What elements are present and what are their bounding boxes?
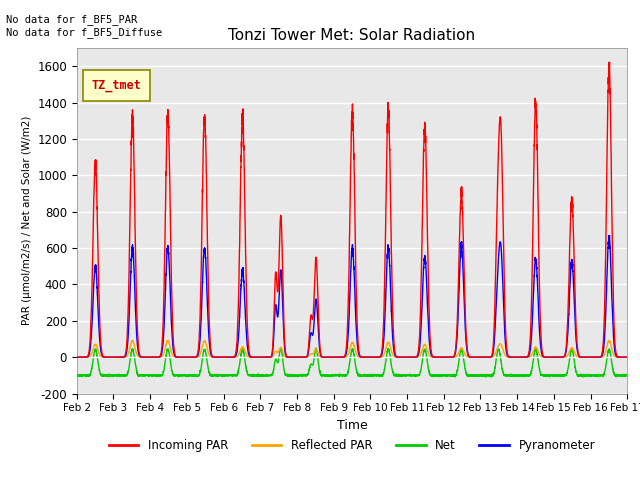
Y-axis label: PAR (μmol/m2/s) / Net and Solar (W/m2): PAR (μmol/m2/s) / Net and Solar (W/m2) bbox=[22, 116, 32, 325]
Text: TZ_tmet: TZ_tmet bbox=[92, 79, 141, 92]
X-axis label: Time: Time bbox=[337, 419, 367, 432]
Text: No data for f_BF5_PAR
No data for f_BF5_Diffuse: No data for f_BF5_PAR No data for f_BF5_… bbox=[6, 14, 163, 38]
Legend: Incoming PAR, Reflected PAR, Net, Pyranometer: Incoming PAR, Reflected PAR, Net, Pyrano… bbox=[104, 434, 600, 457]
Title: Tonzi Tower Met: Solar Radiation: Tonzi Tower Met: Solar Radiation bbox=[228, 28, 476, 43]
